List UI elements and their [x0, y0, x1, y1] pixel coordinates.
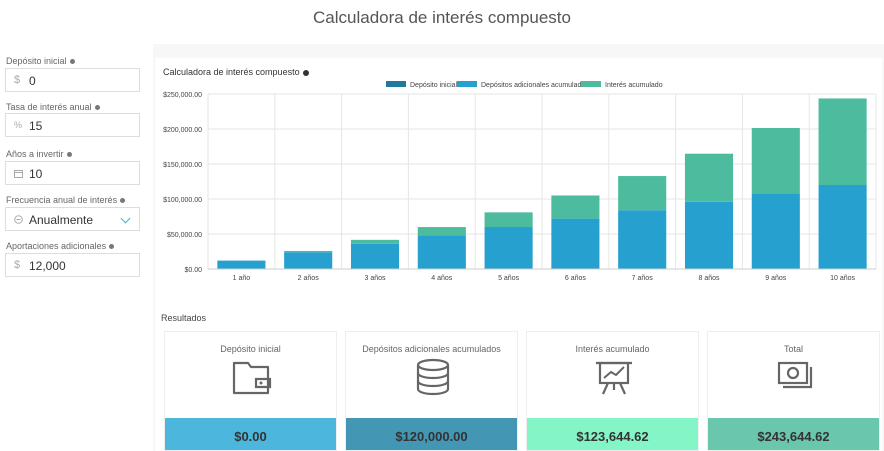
info-icon[interactable] [302, 69, 309, 76]
x-tick-label: 6 años [565, 275, 587, 282]
frequency-value: Anualmente [29, 213, 94, 227]
bar-segment [284, 250, 333, 253]
chart-presentation-icon [596, 361, 632, 395]
years-label: Años a invertir [6, 149, 72, 159]
result-card-deposits: Depósitos adicionales acumulados $120,00… [345, 331, 518, 451]
initial-deposit-value: 0 [29, 74, 36, 88]
bar-segment [684, 201, 734, 269]
legend-swatch [457, 81, 477, 87]
interest-rate-label: Tasa de interés anual [6, 102, 100, 112]
info-icon[interactable] [69, 59, 75, 65]
result-label: Total [783, 344, 803, 354]
x-tick-label: 8 años [698, 275, 720, 282]
bar-segment [217, 260, 266, 269]
bar-segment [751, 127, 800, 194]
frequency-label: Frecuencia anual de interés [6, 195, 126, 205]
y-tick-label: $0.00 [184, 267, 202, 274]
result-card-interest: Interés acumulado $123,644.62 [526, 331, 699, 451]
y-tick-label: $200,000.00 [163, 127, 202, 134]
bar-segment [618, 210, 667, 269]
result-label: Depósitos adicionales acumulados [362, 344, 501, 354]
legend-swatch [581, 81, 601, 87]
x-tick-label: 3 años [364, 275, 386, 282]
y-tick-label: $150,000.00 [163, 162, 202, 169]
legend-label: Interés acumulado [605, 82, 663, 89]
result-value: $0.00 [165, 418, 336, 450]
additional-label: Aportaciones adicionales [6, 241, 115, 251]
legend-label: Depósito inicial [410, 82, 458, 89]
result-value: $120,000.00 [346, 418, 517, 450]
results-section: Resultados Depósito inicial $0.00 Depósi… [155, 298, 882, 451]
y-tick-label: $100,000.00 [163, 197, 202, 204]
interest-rate-input[interactable]: % 15 [5, 113, 140, 137]
coins-icon [416, 358, 450, 396]
bar-segment [818, 98, 867, 185]
chevron-down-icon[interactable] [120, 213, 131, 224]
legend-label: Depósitos adicionales acumulados [481, 82, 589, 89]
x-tick-label: 5 años [498, 275, 520, 282]
result-label: Interés acumulado [575, 344, 650, 354]
info-icon[interactable] [94, 105, 100, 111]
bar-segment [350, 243, 400, 269]
years-value: 10 [29, 167, 43, 181]
chart-card: Calculadora de interés compuesto Depósit… [155, 58, 882, 298]
x-tick-label: 4 años [431, 275, 453, 282]
additional-value: 12,000 [29, 259, 66, 273]
percent-icon: % [14, 120, 23, 130]
info-icon[interactable] [120, 198, 126, 204]
bar-segment [551, 218, 600, 269]
chart-title: Calculadora de interés compuesto [163, 67, 309, 77]
y-tick-label: $250,000.00 [163, 92, 202, 99]
result-label: Depósito inicial [220, 344, 281, 354]
interest-rate-value: 15 [29, 119, 43, 133]
x-tick-label: 9 años [765, 275, 787, 282]
x-tick-label: 10 años [830, 275, 855, 282]
legend-swatch [386, 81, 406, 87]
bar-segment [751, 193, 800, 269]
x-tick-label: 7 años [632, 275, 654, 282]
years-input[interactable]: 10 [5, 161, 140, 185]
initial-deposit-input[interactable]: $ 0 [5, 68, 140, 92]
additional-input[interactable]: $ 12,000 [5, 253, 140, 277]
clock-icon [14, 215, 23, 224]
result-value: $243,644.62 [708, 418, 879, 450]
bar-segment [818, 185, 867, 269]
bar-segment [350, 239, 400, 244]
x-tick-label: 1 año [233, 275, 251, 282]
bar-segment [484, 227, 533, 269]
y-tick-label: $50,000.00 [167, 232, 202, 239]
bar-segment [684, 153, 734, 202]
bar-segment [618, 176, 667, 211]
info-icon[interactable] [109, 244, 115, 250]
info-icon[interactable] [66, 152, 72, 158]
result-card-initial: Depósito inicial $0.00 [164, 331, 337, 451]
bar-segment [417, 227, 466, 236]
bar-segment [551, 195, 600, 219]
x-tick-label: 2 años [298, 275, 320, 282]
result-card-total: Total $243,644.62 [707, 331, 880, 451]
dollar-icon: $ [14, 259, 21, 271]
bar-segment [284, 252, 333, 269]
dollar-icon: $ [14, 74, 21, 86]
bar-segment [417, 235, 466, 269]
initial-deposit-label: Depósito inicial [6, 56, 75, 66]
calendar-icon [14, 170, 23, 178]
wallet-icon [232, 361, 272, 395]
result-value: $123,644.62 [527, 418, 698, 450]
page-title: Calculadora de interés compuesto [313, 8, 571, 27]
frequency-select[interactable]: Anualmente [5, 207, 140, 231]
bar-segment [484, 212, 533, 227]
results-title: Resultados [161, 313, 207, 323]
money-icon [777, 361, 813, 389]
stacked-bar-chart: Depósito inicial Depósitos adicionales ac… [163, 81, 877, 282]
